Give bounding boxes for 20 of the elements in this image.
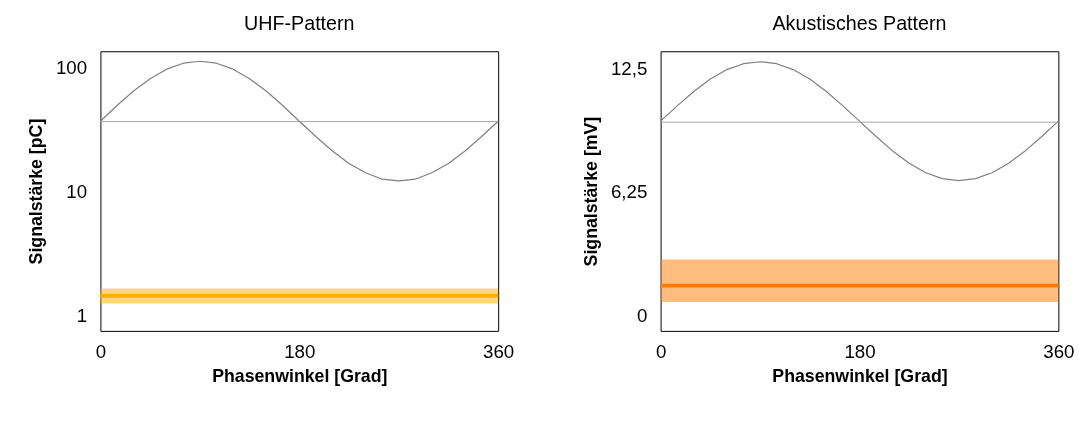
x-tick-label: 180 bbox=[844, 340, 876, 362]
y-tick-label: 6,25 bbox=[610, 181, 648, 203]
y-axis-title: Signalstärke [pC] bbox=[26, 118, 47, 265]
y-axis-title: Signalstärke [mV] bbox=[581, 116, 602, 267]
x-tick-label: 0 bbox=[95, 340, 107, 362]
x-tick-label: 0 bbox=[655, 340, 667, 362]
x-tick-label: 360 bbox=[483, 340, 515, 362]
x-axis-title: Phasenwinkel [Grad] bbox=[772, 365, 948, 386]
y-tick-label: 0 bbox=[636, 304, 648, 326]
x-axis-title: Phasenwinkel [Grad] bbox=[212, 365, 388, 386]
y-tick-label: 100 bbox=[55, 57, 88, 79]
line-series bbox=[99, 60, 499, 182]
line-series bbox=[660, 61, 1059, 182]
y-tick-label: 12,5 bbox=[610, 58, 648, 80]
y-tick-label: 1 bbox=[76, 304, 88, 326]
chart-title: Akustisches Pattern bbox=[772, 11, 947, 34]
y-tick-label: 10 bbox=[66, 181, 88, 203]
x-tick-label: 180 bbox=[284, 340, 316, 362]
chart-title: UHF-Pattern bbox=[244, 11, 355, 34]
x-tick-label: 360 bbox=[1043, 340, 1075, 362]
